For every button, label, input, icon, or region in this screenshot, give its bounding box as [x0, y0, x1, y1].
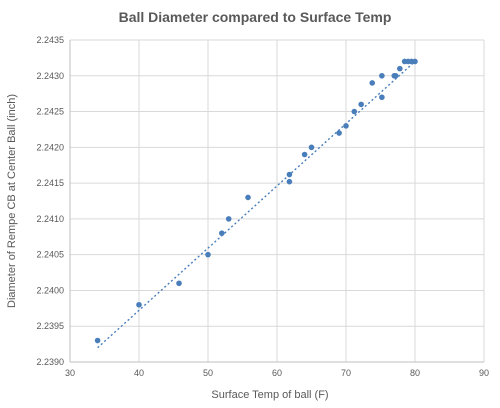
x-tick-label: 50 — [203, 368, 213, 378]
chart-title: Ball Diameter compared to Surface Temp — [119, 9, 392, 25]
y-axis-label: Diameter of Rempe CB at Center Ball (inc… — [6, 94, 18, 308]
data-point — [379, 72, 385, 79]
data-point — [286, 171, 293, 178]
x-tick-label: 40 — [134, 368, 144, 378]
data-point — [412, 58, 418, 65]
trendline-layer — [97, 60, 416, 349]
x-tick-labels: 30 40 50 60 70 80 90 — [65, 368, 489, 378]
data-point — [286, 178, 293, 185]
y-tick-label: 2.2430 — [36, 71, 64, 81]
y-tick-label: 2.2395 — [36, 321, 64, 331]
data-point — [245, 194, 251, 201]
data-point — [136, 301, 142, 308]
data-point — [301, 151, 308, 158]
x-axis-label: Surface Temp of ball (F) — [211, 389, 328, 401]
data-point — [336, 130, 342, 136]
data-point — [351, 108, 358, 115]
data-point — [369, 80, 376, 86]
data-point — [343, 123, 349, 129]
data-point — [205, 251, 211, 258]
gridlines — [69, 39, 485, 363]
data-point — [176, 280, 182, 287]
y-tick-label: 2.2390 — [36, 357, 64, 367]
y-tick-label: 2.2415 — [36, 178, 64, 188]
y-tick-label: 2.2405 — [36, 250, 64, 260]
y-tick-label: 2.2400 — [36, 285, 64, 295]
x-tick-label: 90 — [479, 368, 489, 378]
axes — [69, 40, 484, 363]
data-point — [392, 72, 399, 79]
data-point — [225, 216, 232, 222]
y-tick-label: 2.2410 — [36, 214, 64, 224]
x-tick-label: 70 — [341, 368, 351, 378]
x-tick-label: 30 — [65, 368, 75, 378]
y-tick-label: 2.2435 — [36, 35, 64, 45]
trendline — [97, 60, 416, 349]
x-tick-label: 80 — [410, 368, 420, 378]
data-point — [397, 65, 403, 72]
data-points — [94, 58, 418, 344]
data-point — [308, 144, 315, 151]
data-point — [358, 101, 364, 108]
y-tick-label: 2.2420 — [36, 142, 64, 152]
data-point — [94, 337, 101, 344]
y-tick-label: 2.2425 — [36, 107, 64, 117]
y-tick-labels: 2.2390 2.2395 2.2400 2.2405 2.2410 2.2415 2.24… — [36, 35, 64, 367]
x-tick-label: 60 — [272, 368, 282, 378]
data-point — [219, 230, 225, 236]
data-point — [379, 94, 385, 101]
